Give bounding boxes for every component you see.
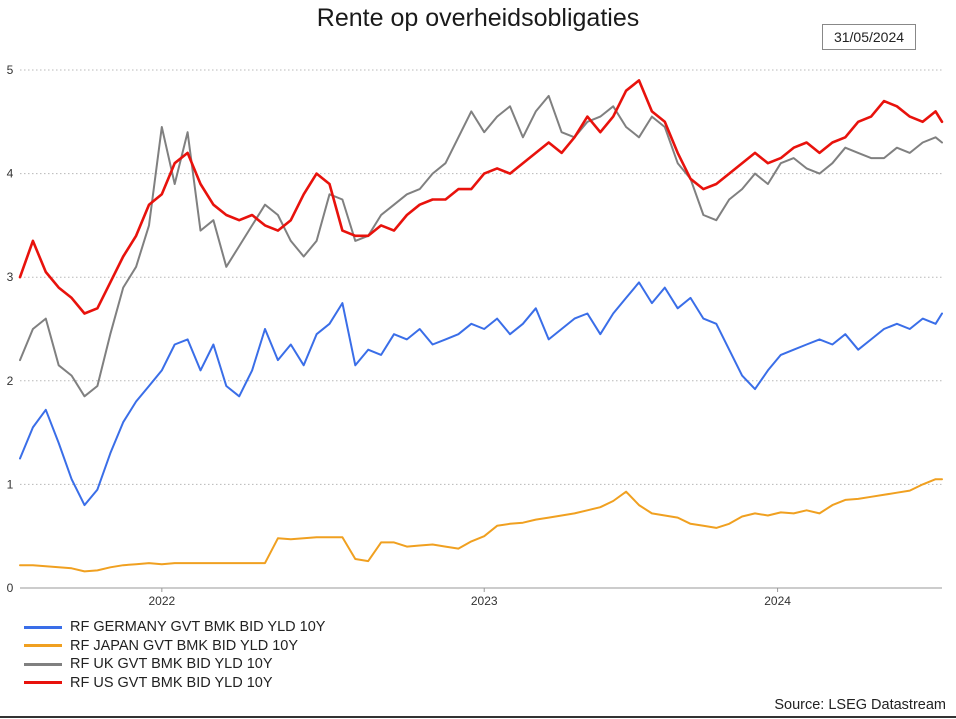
series-line-japan bbox=[19, 478, 943, 573]
bottom-divider bbox=[0, 716, 956, 718]
y-tick-label: 3 bbox=[7, 270, 14, 284]
axes: 0 1 2 3 4 5 2022 2023 2024 bbox=[7, 63, 942, 608]
legend-swatch-us bbox=[24, 681, 62, 685]
legend-label-germany: RF GERMANY GVT BMK BID YLD 10Y bbox=[70, 619, 326, 636]
x-tick-label: 2022 bbox=[148, 594, 175, 608]
legend-label-us: RF US GVT BMK BID YLD 10Y bbox=[70, 674, 273, 691]
y-tick-label: 5 bbox=[7, 63, 14, 77]
legend-label-uk: RF UK GVT BMK BID YLD 10Y bbox=[70, 656, 273, 673]
x-tick-label: 2024 bbox=[764, 594, 791, 608]
y-tick-label: 4 bbox=[7, 167, 14, 181]
legend-swatch-germany bbox=[24, 625, 62, 629]
legend-item-us: RF US GVT BMK BID YLD 10Y bbox=[24, 674, 325, 693]
series-line-us bbox=[18, 79, 944, 315]
grid-lines bbox=[20, 69, 942, 485]
series-line-germany bbox=[19, 281, 943, 507]
legend: RF GERMANY GVT BMK BID YLD 10Y RF JAPAN … bbox=[24, 618, 325, 692]
series-lines bbox=[18, 79, 944, 573]
y-tick-label: 2 bbox=[7, 374, 14, 388]
legend-swatch-uk bbox=[24, 662, 62, 666]
legend-item-japan: RF JAPAN GVT BMK BID YLD 10Y bbox=[24, 637, 325, 656]
x-tick-label: 2023 bbox=[471, 594, 498, 608]
date-badge: 31/05/2024 bbox=[822, 24, 916, 50]
source-note: Source: LSEG Datastream bbox=[774, 697, 946, 713]
legend-label-japan: RF JAPAN GVT BMK BID YLD 10Y bbox=[70, 637, 299, 654]
series-line-uk bbox=[19, 94, 943, 398]
chart-title: Rente op overheidsobligaties bbox=[316, 4, 640, 32]
line-chart: 0 1 2 3 4 5 2022 2023 2024 bbox=[7, 63, 944, 608]
y-tick-label: 0 bbox=[7, 581, 14, 595]
legend-swatch-japan bbox=[24, 644, 62, 648]
legend-item-germany: RF GERMANY GVT BMK BID YLD 10Y bbox=[24, 618, 325, 637]
legend-item-uk: RF UK GVT BMK BID YLD 10Y bbox=[24, 655, 325, 674]
y-tick-label: 1 bbox=[7, 477, 14, 491]
